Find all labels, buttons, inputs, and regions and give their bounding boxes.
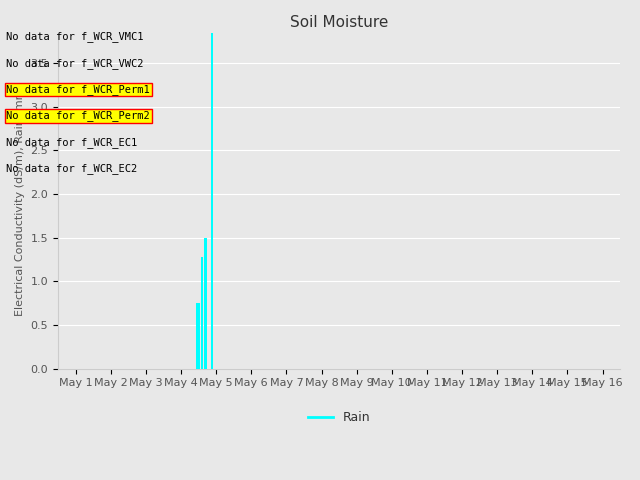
Y-axis label: Electrical Conductivity (dS/m), Rain (mm): Electrical Conductivity (dS/m), Rain (mm…	[15, 84, 25, 316]
Bar	[201, 257, 204, 369]
Legend: Rain: Rain	[303, 407, 376, 430]
Text: No data for f_WCR_VMC1: No data for f_WCR_VMC1	[6, 31, 144, 42]
Bar	[204, 238, 207, 369]
Bar	[211, 33, 213, 369]
Text: No data for f_WCR_Perm2: No data for f_WCR_Perm2	[6, 110, 150, 121]
Text: No data for f_WCR_VWC2: No data for f_WCR_VWC2	[6, 58, 144, 69]
Text: No data for f_WCR_EC1: No data for f_WCR_EC1	[6, 137, 138, 148]
Text: No data for f_WCR_Perm1: No data for f_WCR_Perm1	[6, 84, 150, 95]
Bar	[196, 303, 200, 369]
Title: Soil Moisture: Soil Moisture	[290, 15, 388, 30]
Text: No data for f_WCR_EC2: No data for f_WCR_EC2	[6, 163, 138, 174]
